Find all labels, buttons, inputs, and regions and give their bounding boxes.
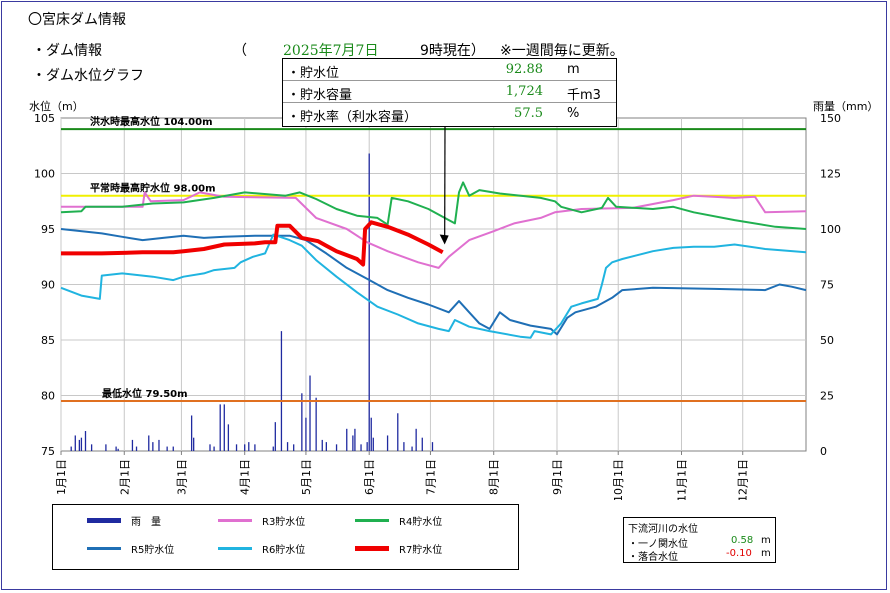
info-row-storage-rate: ・貯水率（利水容量） 57.5 %	[283, 103, 616, 125]
x-tick-label: 11月1日	[675, 459, 688, 500]
info-box: ・貯水位 92.88 m ・貯水容量 1,724 千m3 ・貯水率（利水容量） …	[282, 58, 617, 127]
legend-label: R4貯水位	[399, 517, 443, 528]
x-tick-label: 8月1日	[488, 459, 501, 495]
x-tick-label: 2月1日	[118, 459, 131, 495]
info-label: ・貯水容量	[287, 88, 353, 103]
river-unit: m	[761, 548, 771, 559]
legend-swatch	[218, 519, 252, 522]
reference-line-label: 洪水時最高水位 104.00m	[90, 115, 213, 128]
x-tick-label: 5月1日	[300, 459, 313, 495]
y2-tick-label: 50	[820, 334, 834, 347]
y-tick-label: 100	[34, 168, 55, 181]
info-label: ・貯水率（利水容量）	[287, 110, 418, 125]
x-tick-label: 10月1日	[612, 459, 625, 500]
y2-tick-label: 125	[820, 168, 841, 181]
y-tick-label: 105	[34, 112, 55, 125]
y-tick-label: 80	[41, 390, 55, 403]
river-label: ・落合水位	[628, 552, 678, 563]
dam-info-label: ・ダム情報	[32, 43, 102, 59]
x-tick-label: 9月1日	[551, 459, 564, 495]
river-value: -0.10	[726, 548, 752, 559]
y-axis-label: 水位（m）	[29, 99, 84, 113]
info-row-storage-volume: ・貯水容量 1,724 千m3	[283, 81, 616, 103]
reference-line-label: 最低水位 79.50m	[102, 387, 188, 400]
report-time: 9時現在）	[420, 43, 485, 59]
info-unit: 千m3	[567, 88, 601, 103]
y-tick-label: 90	[41, 279, 55, 292]
river-box-title: 下流河川の水位	[628, 524, 698, 535]
y-tick-label: 95	[41, 223, 55, 236]
info-label: ・貯水位	[287, 66, 340, 81]
x-tick-label: 12月1日	[737, 459, 750, 500]
legend-label: R3貯水位	[262, 517, 306, 528]
series-line	[60, 228, 807, 336]
info-unit: %	[567, 106, 580, 121]
y2-tick-label: 150	[820, 112, 841, 125]
legend-label: R6貯水位	[262, 545, 306, 556]
y2-tick-label: 25	[820, 390, 834, 403]
water-level-chart: 水位（m） 雨量（mm） 75 80 85 90 95 100 105 0 25 50 75 100 125…	[29, 99, 878, 500]
info-value: 57.5	[514, 106, 543, 121]
river-unit: m	[761, 535, 771, 546]
y-tick-label: 85	[41, 334, 55, 347]
info-row-storage-level: ・貯水位 92.88 m	[283, 59, 616, 81]
river-row-ochiai: ・落合水位 -0.10 m	[628, 548, 771, 563]
series-line	[60, 181, 807, 230]
info-unit: m	[567, 62, 580, 77]
river-value: 0.58	[731, 535, 754, 546]
x-tick-label: 4月1日	[239, 459, 252, 495]
x-tick-label: 3月1日	[175, 459, 188, 495]
y2-tick-label: 0	[820, 445, 827, 458]
info-value: 92.88	[505, 62, 543, 77]
legend-swatch	[218, 547, 252, 550]
legend-swatch	[87, 547, 121, 550]
series-line	[61, 191, 807, 269]
y2-tick-label: 100	[820, 223, 841, 236]
update-note: ※一週間毎に更新。	[500, 43, 624, 59]
paren-open: （	[233, 43, 247, 59]
river-label: ・一ノ関水位	[628, 539, 688, 550]
dam-title: 〇宮床ダム情報	[28, 12, 126, 28]
x-tick-label: 7月1日	[424, 459, 437, 495]
annotation-arrowhead	[439, 234, 449, 245]
y2-tick-label: 75	[820, 279, 834, 292]
legend-label: R5貯水位	[131, 545, 175, 556]
x-tick-label: 1月1日	[55, 459, 68, 495]
y2-axis-label: 雨量（mm）	[813, 100, 878, 113]
legend-swatch	[355, 546, 389, 551]
legend-swatch	[355, 519, 389, 522]
x-tick-label: 6月1日	[363, 459, 376, 495]
legend-label: 雨 量	[131, 517, 161, 528]
info-value: 1,724	[505, 84, 543, 99]
legend-label: R7貯水位	[399, 545, 443, 556]
river-level-box: 下流河川の水位 ・一ノ関水位 0.58 m ・落合水位 -0.10 m	[623, 517, 776, 563]
chart-legend: 雨 量 R3貯水位 R4貯水位 R5貯水位 R6貯水位 R7貯水位	[52, 504, 519, 570]
graph-label: ・ダム水位グラフ	[32, 68, 144, 84]
y-tick-label: 75	[41, 445, 55, 458]
report-date: 2025年7月7日	[283, 43, 379, 59]
series-line	[61, 220, 444, 267]
reference-line-label: 平常時最高貯水位 98.00m	[90, 182, 216, 195]
river-row-ichinoseki: ・一ノ関水位 0.58 m	[628, 535, 771, 550]
series-line	[60, 233, 807, 339]
legend-swatch	[87, 518, 121, 523]
